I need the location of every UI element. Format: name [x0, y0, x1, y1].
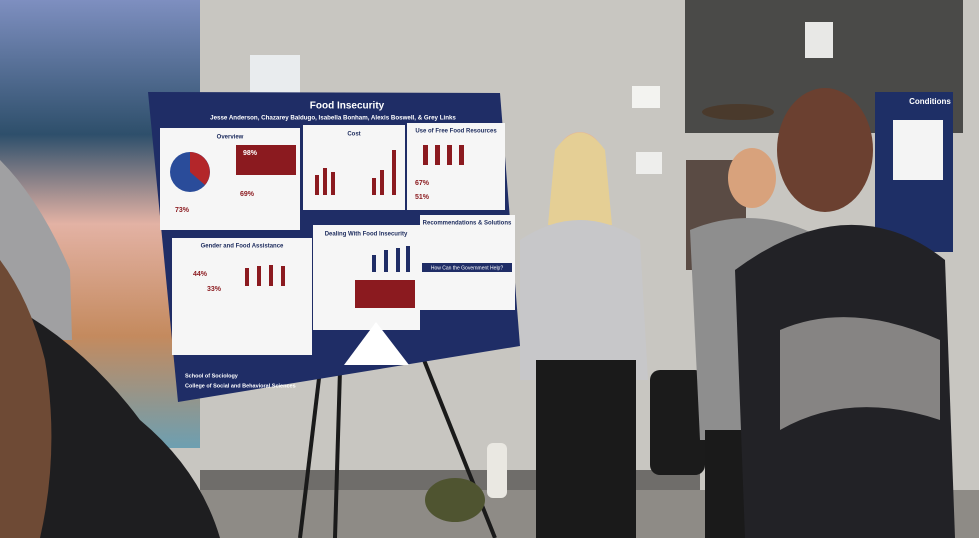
footer-line: College of Social and Behavioral Science…: [185, 383, 296, 389]
mini-bars-item: [245, 268, 249, 286]
mini-bars: [423, 145, 464, 165]
person-hat: [702, 104, 774, 120]
mini-bars-item: [392, 150, 396, 195]
wall-sign: [632, 86, 660, 108]
stat: 67%: [415, 180, 430, 187]
chart-strip: [355, 280, 415, 308]
pie-slice: [190, 152, 210, 185]
person-hair: [777, 88, 873, 212]
person-cardigan: [520, 220, 648, 380]
stat: 69%: [240, 191, 255, 198]
stat: 51%: [415, 194, 430, 201]
mini-bars: [315, 150, 396, 195]
person-head: [728, 148, 776, 208]
mini-bars-item: [257, 266, 261, 286]
stat: 98%: [243, 150, 258, 157]
mini-bars: [245, 265, 285, 286]
section-panel: [172, 238, 312, 355]
poster-authors: Jesse Anderson, Chazarey Baldugo, Isabel…: [210, 115, 456, 122]
footer-line: School of Sociology: [185, 373, 239, 379]
logo-triangle: [344, 322, 409, 365]
mini-bars-item: [384, 250, 388, 272]
poster-title: Food Insecurity: [310, 101, 385, 112]
backpack: [650, 370, 705, 475]
mini-bars-item: [331, 172, 335, 195]
section-heading: Dealing With Food Insecurity: [325, 232, 408, 238]
person-hair: [548, 132, 612, 225]
section-subheading: How Can the Government Help?: [431, 265, 503, 271]
subheading-bar: [422, 263, 512, 272]
mini-bars-item: [315, 175, 319, 195]
poster-panel: [893, 120, 943, 180]
bottle: [487, 443, 507, 498]
person-foreground: [0, 300, 220, 538]
mini-bars-item: [423, 145, 428, 165]
section-panel: [420, 215, 515, 310]
section-panel: [313, 225, 420, 330]
mini-bars-item: [406, 246, 410, 272]
person-trousers: [536, 360, 636, 538]
section-heading: Recommendations & Solutions: [423, 221, 512, 227]
mini-bars-item: [396, 248, 400, 272]
mini-bars: [372, 246, 410, 272]
section-panel: [303, 125, 405, 210]
stat-box: [236, 145, 296, 175]
light-panel: [805, 22, 833, 58]
stat: 73%: [175, 207, 190, 214]
section-heading: Overview: [217, 135, 244, 141]
bag: [425, 478, 485, 522]
easel-leg: [333, 369, 342, 538]
thermostat: [636, 152, 662, 174]
mini-bars-item: [281, 266, 285, 286]
light-panel: [250, 55, 300, 93]
sweater-pattern: [780, 317, 940, 430]
mini-bars-item: [380, 170, 384, 195]
section-heading: Use of Free Food Resources: [415, 129, 497, 135]
section-heading: Cost: [347, 132, 360, 138]
mini-bars-item: [323, 168, 327, 195]
mini-bars-item: [372, 178, 376, 195]
stat: 44%: [193, 271, 208, 278]
section-heading: Gender and Food Assistance: [201, 244, 284, 250]
easel-leg: [298, 369, 322, 538]
section-panel: [407, 123, 505, 210]
background-poster-title: Conditions: [909, 97, 951, 106]
mini-bars-item: [435, 145, 440, 165]
mini-bars-item: [269, 265, 273, 286]
mini-bars-item: [459, 145, 464, 165]
mini-bars-item: [447, 145, 452, 165]
stat: 33%: [207, 286, 222, 293]
mini-bars-item: [372, 255, 376, 272]
person-hair: [0, 260, 52, 538]
